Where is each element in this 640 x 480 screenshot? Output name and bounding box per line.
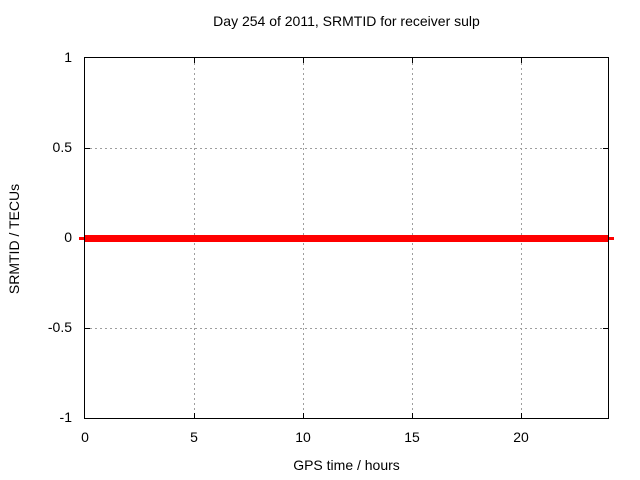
chart-title: Day 254 of 2011, SRMTID for receiver sul… <box>213 13 480 29</box>
x-axis-title: GPS time / hours <box>293 457 400 473</box>
x-tick-mark-bottom <box>303 413 304 418</box>
series-line-end-right <box>609 237 614 240</box>
y-tick-label: 0 <box>64 229 72 245</box>
h-gridline <box>85 148 608 149</box>
y-tick-label: 0.5 <box>52 139 72 155</box>
x-tick-mark-top <box>303 58 304 63</box>
y-tick-label: -1 <box>59 409 72 425</box>
x-tick-mark-bottom <box>194 413 195 418</box>
series-line-end-left <box>79 237 84 240</box>
x-tick-mark-bottom <box>412 413 413 418</box>
plot-area <box>84 57 609 419</box>
x-tick-mark-bottom <box>521 413 522 418</box>
x-tick-label: 20 <box>513 429 529 445</box>
h-gridline <box>85 328 608 329</box>
y-tick-mark-left <box>85 148 90 149</box>
x-tick-mark-top <box>412 58 413 63</box>
y-tick-label: -0.5 <box>47 319 72 335</box>
y-tick-mark-right <box>603 148 608 149</box>
x-tick-label: 0 <box>81 429 89 445</box>
y-tick-label: 1 <box>64 49 72 65</box>
x-tick-label: 10 <box>295 429 311 445</box>
x-tick-mark-top <box>521 58 522 63</box>
series-line-srmtid <box>85 235 608 242</box>
x-tick-label: 5 <box>190 429 198 445</box>
y-tick-mark-left <box>85 328 90 329</box>
x-tick-label: 15 <box>404 429 420 445</box>
x-tick-mark-top <box>194 58 195 63</box>
y-tick-mark-right <box>603 328 608 329</box>
